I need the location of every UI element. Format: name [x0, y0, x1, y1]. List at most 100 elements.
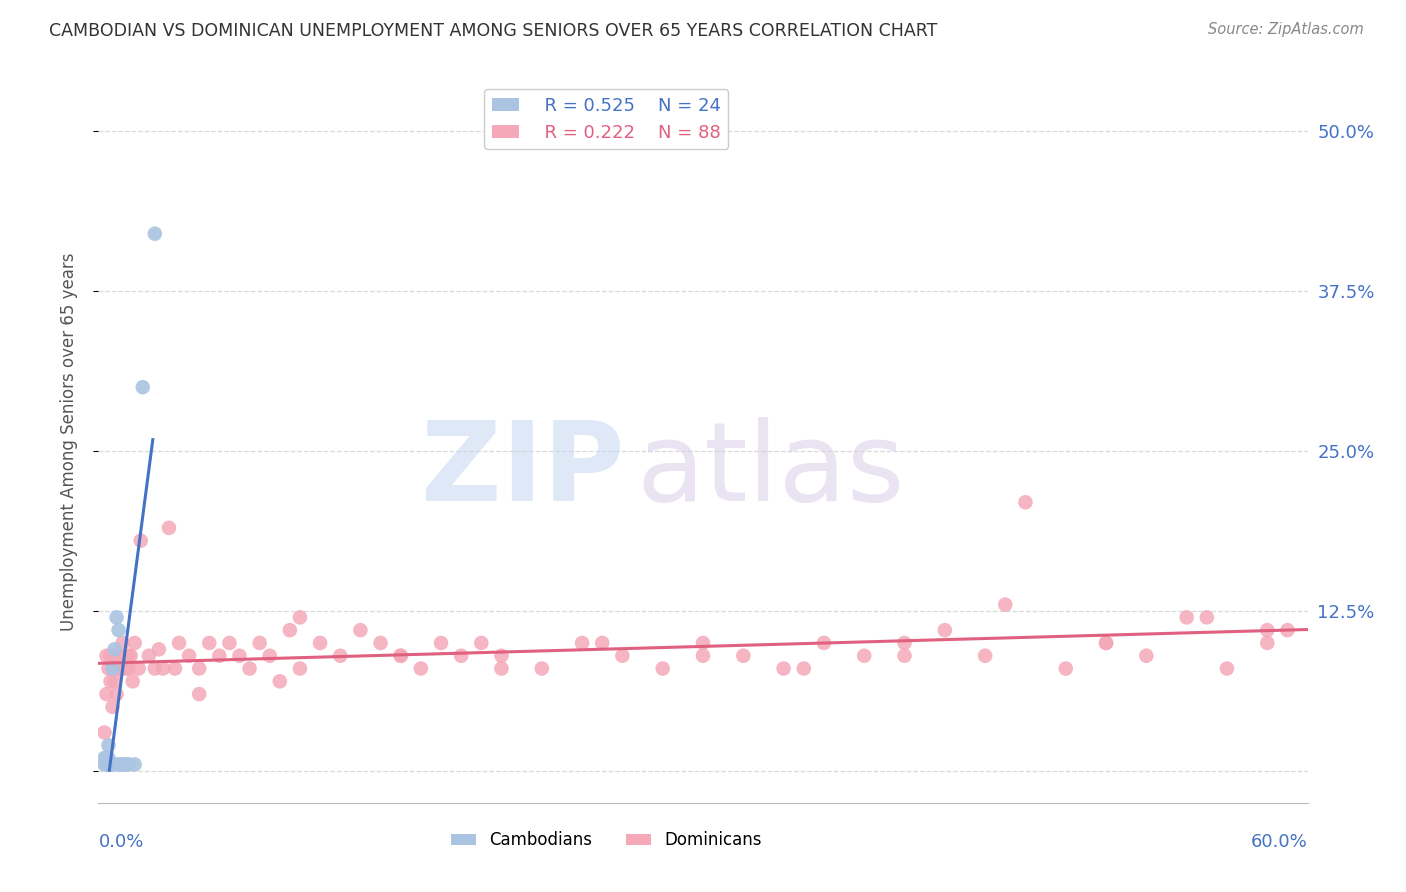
Point — [430, 636, 453, 650]
Point — [103, 642, 125, 657]
Text: atlas: atlas — [637, 417, 905, 524]
Text: ZIP: ZIP — [420, 417, 624, 524]
Point — [853, 648, 876, 663]
Point — [101, 661, 124, 675]
Y-axis label: Unemployment Among Seniors over 65 years: Unemployment Among Seniors over 65 years — [59, 252, 77, 631]
Point — [105, 687, 128, 701]
Point — [101, 757, 124, 772]
Point — [100, 648, 122, 663]
Point — [1135, 648, 1157, 663]
Point — [329, 648, 352, 663]
Point — [571, 636, 593, 650]
Point — [1256, 636, 1278, 650]
Point — [893, 636, 915, 650]
Point — [148, 642, 170, 657]
Point — [934, 623, 956, 637]
Point — [612, 648, 634, 663]
Point — [389, 648, 412, 663]
Point — [124, 757, 146, 772]
Text: 60.0%: 60.0% — [1251, 833, 1308, 851]
Point — [111, 636, 134, 650]
Point — [1216, 661, 1239, 675]
Point — [450, 648, 472, 663]
Point — [100, 757, 122, 772]
Point — [132, 380, 155, 394]
Point — [1095, 636, 1118, 650]
Point — [107, 757, 129, 772]
Point — [793, 661, 815, 675]
Point — [470, 636, 492, 650]
Point — [105, 661, 128, 675]
Point — [103, 648, 125, 663]
Point — [105, 610, 128, 624]
Point — [772, 661, 794, 675]
Point — [97, 757, 120, 772]
Point — [179, 648, 201, 663]
Point — [110, 661, 132, 675]
Point — [893, 648, 915, 663]
Point — [107, 623, 129, 637]
Point — [96, 751, 118, 765]
Point — [1095, 636, 1118, 650]
Point — [157, 521, 180, 535]
Point — [288, 610, 311, 624]
Point — [370, 636, 392, 650]
Point — [974, 648, 997, 663]
Point — [129, 533, 152, 548]
Point — [208, 648, 231, 663]
Point — [143, 661, 166, 675]
Text: CAMBODIAN VS DOMINICAN UNEMPLOYMENT AMONG SENIORS OVER 65 YEARS CORRELATION CHAR: CAMBODIAN VS DOMINICAN UNEMPLOYMENT AMON… — [49, 22, 938, 40]
Point — [692, 636, 714, 650]
Point — [97, 757, 120, 772]
Point — [111, 757, 134, 772]
Point — [1195, 610, 1218, 624]
Point — [93, 751, 115, 765]
Point — [118, 661, 141, 675]
Point — [259, 648, 281, 663]
Text: 0.0%: 0.0% — [98, 833, 143, 851]
Point — [128, 661, 150, 675]
Text: Source: ZipAtlas.com: Source: ZipAtlas.com — [1208, 22, 1364, 37]
Point — [118, 648, 141, 663]
Point — [813, 636, 835, 650]
Point — [97, 751, 120, 765]
Point — [100, 674, 122, 689]
Point — [491, 661, 513, 675]
Point — [118, 757, 141, 772]
Point — [349, 623, 371, 637]
Point — [121, 674, 143, 689]
Point — [114, 757, 136, 772]
Point — [115, 661, 138, 675]
Point — [163, 661, 186, 675]
Point — [120, 648, 142, 663]
Point — [138, 648, 160, 663]
Point — [1054, 661, 1077, 675]
Point — [1256, 623, 1278, 637]
Point — [114, 648, 136, 663]
Point — [994, 598, 1017, 612]
Point — [93, 757, 115, 772]
Point — [309, 636, 332, 650]
Point — [101, 699, 124, 714]
Point — [103, 757, 125, 772]
Point — [100, 757, 122, 772]
Point — [530, 661, 553, 675]
Point — [218, 636, 240, 650]
Point — [692, 648, 714, 663]
Point — [188, 687, 211, 701]
Point — [93, 725, 115, 739]
Point — [107, 648, 129, 663]
Point — [651, 661, 673, 675]
Point — [591, 636, 613, 650]
Point — [269, 674, 291, 689]
Point — [110, 757, 132, 772]
Point — [167, 636, 190, 650]
Point — [188, 661, 211, 675]
Point — [491, 648, 513, 663]
Point — [249, 636, 271, 650]
Point — [228, 648, 250, 663]
Point — [1175, 610, 1198, 624]
Point — [103, 674, 125, 689]
Point — [409, 661, 432, 675]
Point — [115, 757, 138, 772]
